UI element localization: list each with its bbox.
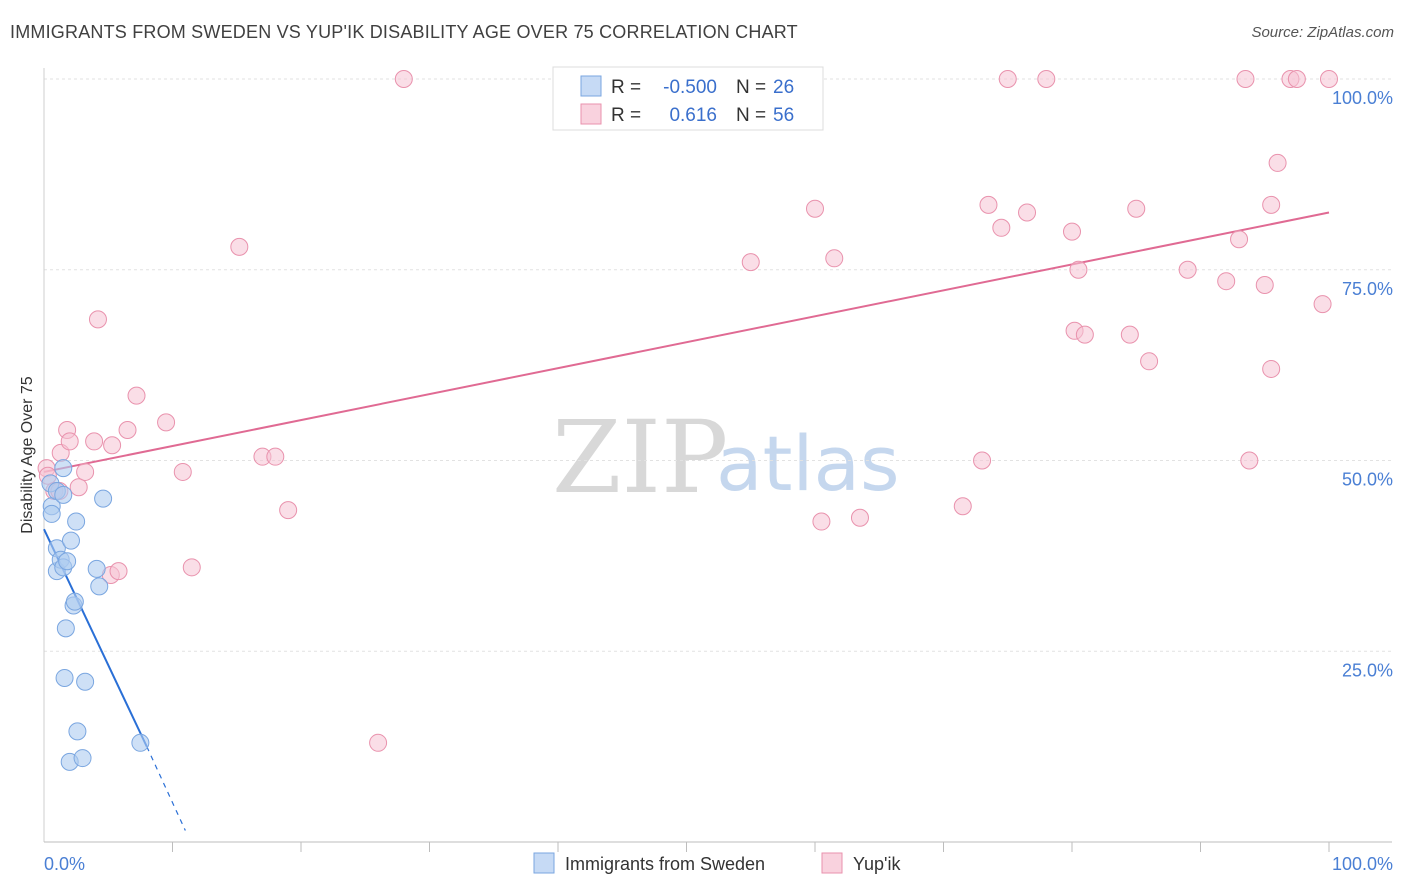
- yupik-point: [1178, 260, 1197, 279]
- legend-n-value: 26: [773, 77, 794, 98]
- legend-r-value: 0.616: [669, 105, 717, 126]
- y-tick-label: 50.0%: [1342, 470, 1393, 490]
- sweden-point: [54, 485, 73, 504]
- data-points: [37, 70, 1338, 771]
- yupik-point: [1140, 352, 1159, 371]
- yupik-point: [998, 70, 1017, 88]
- yupik-point: [1217, 272, 1236, 291]
- trend-line-yupik: [43, 211, 1330, 473]
- yupik-point: [825, 249, 844, 268]
- yupik-point: [1268, 153, 1287, 172]
- yupik-point: [109, 562, 128, 581]
- yupik-point: [1230, 230, 1249, 249]
- yupik-point: [741, 253, 760, 272]
- yupik-point: [394, 70, 413, 88]
- yupik-point: [1063, 222, 1081, 241]
- sweden-point: [42, 504, 61, 523]
- yupik-point: [266, 447, 285, 466]
- yupik-point: [1075, 325, 1094, 344]
- yupik-point: [157, 413, 176, 432]
- yupik-point: [127, 386, 146, 405]
- yupik-point: [1240, 451, 1259, 470]
- trend-lines: [43, 211, 1330, 831]
- sweden-point: [76, 672, 95, 691]
- watermark-atlas: atlas: [716, 419, 900, 508]
- yupik-point: [1262, 359, 1281, 378]
- legend-n-label: N =: [736, 105, 766, 126]
- yupik-point: [1313, 295, 1332, 314]
- yupik-point: [1236, 70, 1255, 88]
- yupik-point: [1262, 195, 1281, 214]
- sweden-point: [55, 668, 74, 687]
- y-axis-label: Disability Age Over 75: [19, 376, 36, 534]
- yupik-point: [182, 558, 201, 577]
- yupik-point: [118, 420, 137, 439]
- yupik-point: [76, 462, 95, 481]
- yupik-point: [1120, 325, 1139, 344]
- x-tick-label: 100.0%: [1332, 854, 1393, 874]
- gridlines: [44, 78, 1392, 652]
- legend-n-value: 56: [773, 105, 794, 126]
- yupik-point: [850, 508, 869, 527]
- yupik-point: [1287, 70, 1306, 88]
- yupik-point: [173, 462, 192, 481]
- yupik-point: [979, 195, 998, 214]
- yupik-point: [973, 451, 992, 470]
- legend-swatch-sweden: [580, 75, 602, 97]
- yupik-point: [953, 497, 972, 516]
- watermark-zip: ZIP: [552, 399, 728, 516]
- yupik-point: [103, 436, 122, 455]
- yupik-point: [1069, 260, 1088, 279]
- sweden-point: [131, 733, 150, 752]
- trend-line-sweden-extension: [146, 746, 186, 831]
- sweden-point: [61, 531, 80, 550]
- legend-r-value: -0.500: [663, 77, 717, 98]
- chart-title: IMMIGRANTS FROM SWEDEN VS YUP'IK DISABIL…: [10, 22, 798, 42]
- yupik-point: [1037, 70, 1056, 88]
- sweden-point: [65, 592, 84, 611]
- sweden-point: [87, 559, 106, 578]
- legend-n-label: N =: [736, 77, 766, 98]
- yupik-point: [1255, 276, 1274, 295]
- legend-swatch-yupik: [580, 103, 602, 125]
- yupik-point: [369, 733, 388, 752]
- sweden-point: [94, 489, 113, 508]
- legend-r-label: R =: [611, 77, 641, 98]
- sweden-point: [90, 577, 109, 596]
- x-tick-labels: 0.0% 100.0%: [44, 854, 1393, 874]
- correlation-legend: R = -0.500 N = 26 R = 0.616 N = 56: [552, 66, 824, 131]
- yupik-point: [1127, 199, 1146, 218]
- y-tick-label: 100.0%: [1332, 88, 1393, 108]
- y-tick-label: 75.0%: [1342, 279, 1393, 299]
- legend-label-yupik: Yup'ik: [853, 854, 901, 874]
- sweden-point: [58, 552, 77, 571]
- legend-label-sweden: Immigrants from Sweden: [565, 854, 765, 874]
- sweden-point: [56, 619, 75, 638]
- series-legend: Immigrants from Sweden Yup'ik: [533, 852, 901, 874]
- y-tick-label: 25.0%: [1342, 660, 1393, 680]
- sweden-point: [54, 459, 73, 478]
- axes: [43, 68, 1392, 852]
- legend-swatch-sweden: [533, 852, 555, 874]
- yupik-point: [230, 237, 249, 256]
- sweden-point: [73, 749, 92, 768]
- legend-r-label: R =: [611, 105, 641, 126]
- sweden-point: [68, 722, 87, 741]
- yupik-point: [806, 199, 824, 218]
- sweden-point: [67, 512, 86, 531]
- source-label[interactable]: Source: ZipAtlas.com: [1251, 24, 1394, 41]
- yupik-point: [279, 501, 298, 520]
- yupik-point: [1018, 203, 1037, 222]
- y-tick-labels: 100.0% 75.0% 50.0% 25.0%: [1332, 88, 1393, 680]
- yupik-point: [60, 432, 79, 451]
- yupik-point: [85, 432, 104, 451]
- yupik-point: [992, 218, 1011, 237]
- yupik-point: [812, 512, 831, 531]
- x-tick-label: 0.0%: [44, 854, 85, 874]
- legend-swatch-yupik: [821, 852, 843, 874]
- yupik-point: [88, 310, 107, 329]
- yupik-point: [69, 478, 88, 497]
- yupik-point: [1320, 70, 1338, 88]
